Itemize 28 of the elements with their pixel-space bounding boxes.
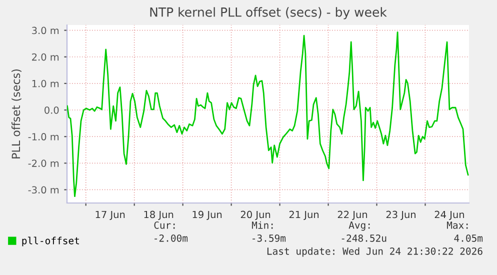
- text: -3.59m: [252, 234, 286, 242]
- y-tick-label: 1.0 m: [32, 80, 59, 88]
- text: Max:: [446, 222, 468, 229]
- x-tick-label: 20 Jun: [240, 210, 270, 220]
- x-tick-label: 23 Jun: [386, 210, 416, 220]
- text: Last update: Wed Jun 24 21:30:22 2026: [267, 247, 482, 257]
- text: -2.00m: [154, 234, 188, 242]
- line-series: [67, 31, 469, 198]
- text: Avg:: [348, 222, 370, 231]
- text: 4.05m: [454, 234, 483, 242]
- x-tick-label: 21 Jun: [289, 210, 319, 220]
- y-tick-label: -2.0 m: [28, 160, 59, 167]
- legend-label: pll-offset: [22, 236, 79, 246]
- x-tick-label: 18 Jun: [144, 210, 174, 220]
- text: Cur:: [154, 221, 175, 229]
- chart-title: NTP kernel PLL offset (secs) - by week: [150, 7, 387, 20]
- y-tick-label: 0.0: [44, 106, 59, 114]
- x-tick-label: 24 Jun: [434, 210, 464, 220]
- x-tick-label: 22 Jun: [338, 210, 368, 220]
- y-tick-label: -3.0 m: [28, 186, 59, 194]
- y-axis-title: PLL offset (secs): [12, 69, 22, 158]
- y-tick-label: 2.0 m: [32, 53, 59, 61]
- text: -248.52u: [342, 234, 386, 242]
- y-tick-label: 3.0 m: [32, 26, 59, 34]
- x-tick-label: 19 Jun: [192, 210, 222, 220]
- text: Min:: [252, 221, 273, 229]
- y-tick-label: -1.0 m: [28, 133, 59, 140]
- x-tick-label: 17 Jun: [96, 210, 125, 220]
